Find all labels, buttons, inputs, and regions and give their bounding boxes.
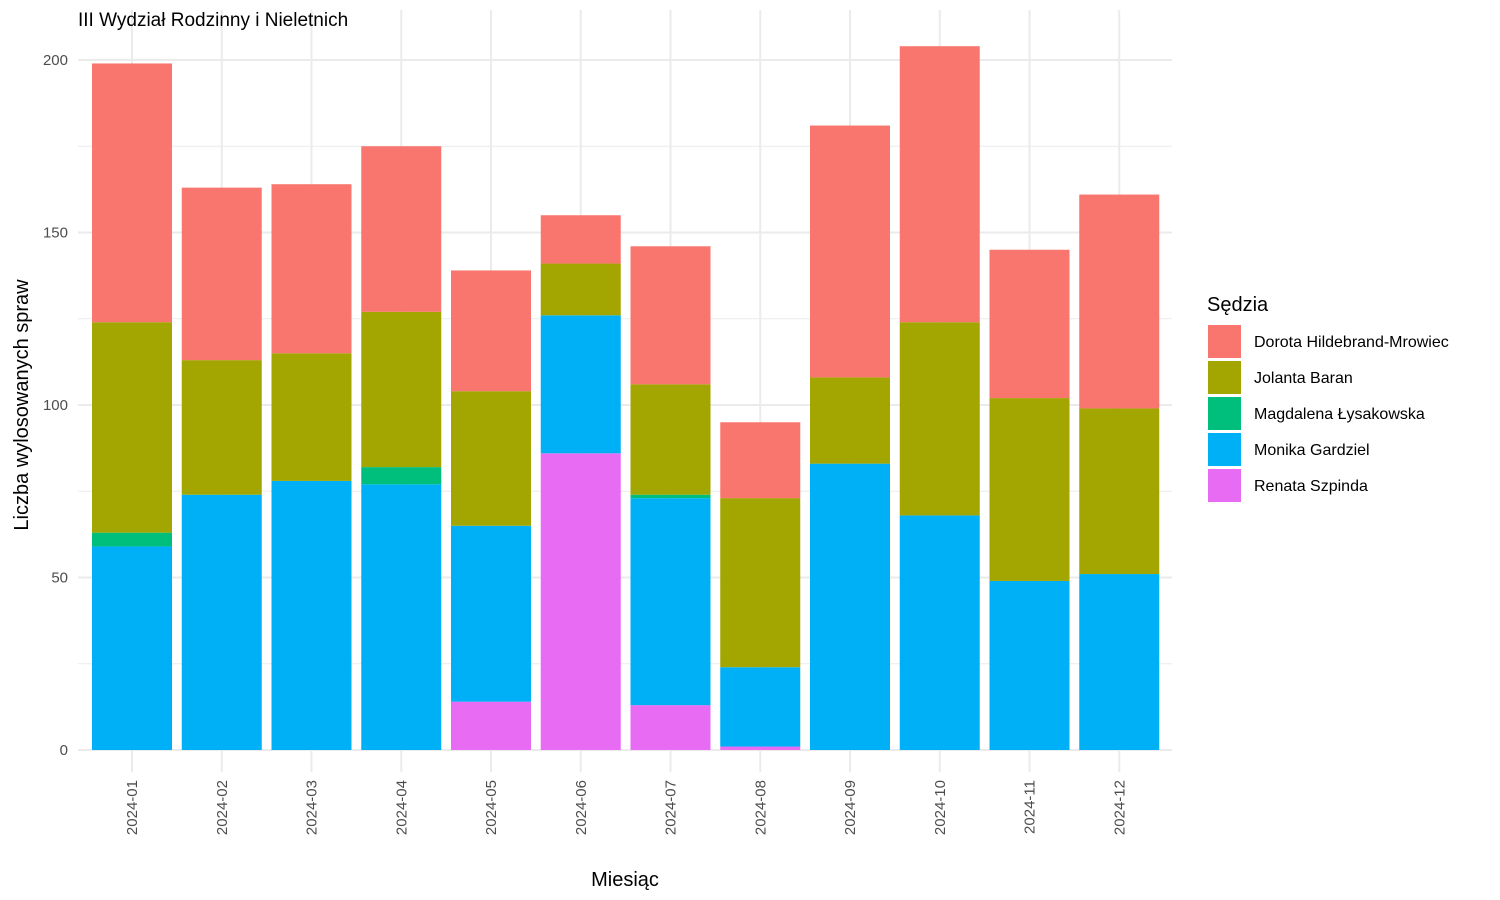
bar-2024-06-renata-szpinda (540, 453, 621, 750)
bar-2024-03-dorota-hildebrand-mrowiec (271, 184, 352, 354)
bar-2024-04-monika-gardziel (361, 484, 442, 750)
bar-2024-07-jolanta-baran (630, 384, 711, 495)
bar-2024-06-jolanta-baran (540, 263, 621, 316)
chart-title: III Wydział Rodzinny i Nieletnich (78, 10, 348, 31)
legend-label-dorota-hildebrand-mrowiec: Dorota Hildebrand-Mrowiec (1254, 334, 1449, 351)
y-axis-title: Liczba wylosowanych spraw (11, 279, 33, 531)
legend-label-monika-gardziel: Monika Gardziel (1254, 442, 1370, 459)
bar-2024-10-dorota-hildebrand-mrowiec (899, 46, 980, 323)
x-axis-ticks: 2024-01 2024-02 2024-03 2024-04 2024-05 2024-… (124, 780, 1128, 835)
bar-2024-08-dorota-hildebrand-mrowiec (720, 422, 801, 499)
bar-2024-07-monika-gardziel (630, 498, 711, 706)
legend-swatch-magdalena-lysakowska (1208, 397, 1241, 430)
y-tick-label: 150 (43, 225, 68, 242)
bar-2024-12-dorota-hildebrand-mrowiec (1079, 194, 1160, 409)
bar-2024-03-jolanta-baran (271, 353, 352, 481)
bar-2024-05-monika-gardziel (451, 525, 531, 702)
bar-2024-12-monika-gardziel (1079, 574, 1160, 750)
bar-2024-01-dorota-hildebrand-mrowiec (92, 63, 172, 323)
legend-swatch-dorota-hildebrand-mrowiec (1208, 325, 1241, 358)
x-tick-label: 2024-02 (214, 780, 231, 835)
x-tick-label: 2024-08 (752, 780, 769, 835)
legend-swatch-renata-szpinda (1208, 469, 1241, 502)
bar-2024-08-jolanta-baran (720, 498, 801, 668)
legend-swatch-monika-gardziel (1208, 433, 1241, 466)
bar-2024-02-jolanta-baran (181, 360, 262, 495)
y-tick-label: 0 (60, 742, 68, 759)
bar-2024-11-dorota-hildebrand-mrowiec (989, 249, 1070, 399)
bar-2024-01-monika-gardziel (92, 546, 172, 750)
bar-2024-01-magdalena-lysakowska (92, 532, 172, 547)
y-axis-ticks: 0 50 100 150 200 (43, 52, 68, 759)
bar-2024-07-renata-szpinda (630, 705, 711, 750)
bar-2024-05-jolanta-baran (451, 391, 531, 526)
bar-2024-07-magdalena-lysakowska (630, 494, 711, 499)
legend: Sędzia Dorota Hildebrand-Mrowiec Jolanta … (1207, 294, 1449, 502)
x-tick-label: 2024-01 (124, 780, 141, 835)
bar-2024-04-magdalena-lysakowska (361, 467, 442, 485)
bar-2024-05-renata-szpinda (451, 701, 531, 750)
bar-2024-06-dorota-hildebrand-mrowiec (540, 215, 621, 264)
x-tick-label: 2024-04 (393, 780, 410, 835)
x-tick-label: 2024-11 (1022, 780, 1039, 834)
bar-2024-01-jolanta-baran (92, 322, 172, 533)
legend-swatch-jolanta-baran (1208, 361, 1241, 394)
bar-2024-09-monika-gardziel (810, 463, 890, 750)
bar-2024-12-jolanta-baran (1079, 408, 1160, 575)
legend-label-magdalena-lysakowska: Magdalena Łysakowska (1254, 406, 1425, 423)
x-tick-label: 2024-03 (304, 780, 321, 835)
x-tick-label: 2024-05 (483, 780, 500, 835)
x-tick-label: 2024-06 (573, 780, 590, 835)
bar-2024-09-dorota-hildebrand-mrowiec (810, 125, 890, 378)
bar-2024-06-monika-gardziel (540, 315, 621, 454)
bar-2024-09-jolanta-baran (810, 377, 890, 464)
bar-2024-02-monika-gardziel (181, 494, 262, 750)
bar-2024-03-monika-gardziel (271, 480, 352, 750)
x-tick-label: 2024-12 (1111, 780, 1128, 835)
legend-label-renata-szpinda: Renata Szpinda (1254, 478, 1368, 495)
bar-2024-11-jolanta-baran (989, 398, 1070, 581)
bar-2024-05-dorota-hildebrand-mrowiec (451, 270, 531, 392)
x-tick-label: 2024-07 (663, 780, 680, 835)
legend-items: Dorota Hildebrand-Mrowiec Jolanta Baran Ma… (1208, 325, 1449, 502)
bar-2024-02-dorota-hildebrand-mrowiec (181, 187, 262, 361)
bar-2024-08-monika-gardziel (720, 667, 801, 747)
bar-2024-10-monika-gardziel (899, 515, 980, 750)
bar-2024-11-monika-gardziel (989, 580, 1070, 750)
bars (92, 46, 1160, 750)
bar-2024-10-jolanta-baran (899, 322, 980, 516)
bar-2024-08-renata-szpinda (720, 746, 801, 750)
bar-2024-04-dorota-hildebrand-mrowiec (361, 146, 442, 312)
bar-2024-04-jolanta-baran (361, 311, 442, 468)
bar-2024-07-dorota-hildebrand-mrowiec (630, 246, 711, 385)
x-tick-label: 2024-10 (932, 780, 949, 835)
y-tick-label: 200 (43, 52, 68, 69)
x-tick-label: 2024-09 (842, 780, 859, 835)
y-tick-label: 50 (51, 570, 68, 587)
x-axis-title: Miesiąc (591, 869, 659, 891)
y-tick-label: 100 (43, 397, 68, 414)
legend-label-jolanta-baran: Jolanta Baran (1254, 370, 1353, 387)
legend-title: Sędzia (1207, 294, 1269, 316)
